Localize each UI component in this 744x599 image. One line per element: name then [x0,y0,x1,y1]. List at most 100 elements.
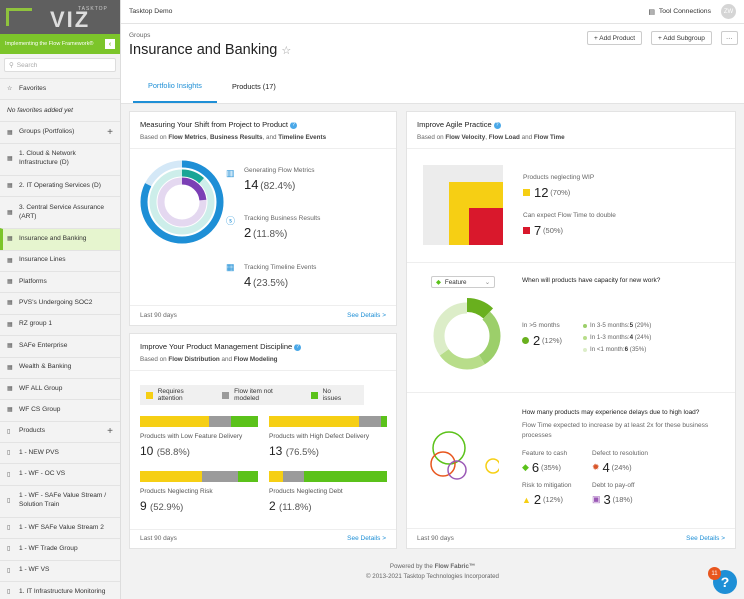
doc-icon: ▯ [7,546,11,553]
metric-count: 14 [244,177,259,192]
logo[interactable]: TASKTOP VIZ [0,0,120,34]
search-placeholder: Search [16,61,38,69]
pm-item-label: Products with High Defect Delivery [269,433,370,440]
agile-see-details-link[interactable]: See Details > [686,535,725,542]
pm-bar-segment [140,416,210,427]
feature-icon: ◆ [522,462,529,472]
capacity-item: In <1 month: 6 (35%) [583,346,651,353]
delay-bubbles-chart [430,431,499,480]
pm-period: Last 90 days [140,535,177,542]
capacity-dot [583,323,587,328]
breadcrumb[interactable]: Groups [129,32,151,39]
help-icon[interactable]: ? [294,343,302,351]
legend-swatch [146,391,153,399]
sidebar-product-item[interactable]: ▯ 1 - NEW PVS [0,442,120,463]
groups-header[interactable]: ▦ Groups (Portfolios) + [0,121,120,142]
pm-see-details-link[interactable]: See Details > [347,535,386,542]
time-swatch [523,227,530,234]
sidebar: TASKTOP VIZ Implementing the Flow Framew… [0,0,121,599]
banner-text: Implementing the Flow Framework® [5,41,94,47]
sidebar-item-label: RZ group 1 [19,320,52,328]
legend-label: No issues [322,388,342,402]
flow-framework-banner[interactable]: Implementing the Flow Framework® ‹ [0,34,120,54]
sidebar-group-item[interactable]: ▦ Insurance and Banking [0,228,120,250]
sidebar-group-item[interactable]: ▦ 3. Central Service Assurance (ART) [0,196,120,228]
favorites-header[interactable]: ☆ Favorites [0,78,120,99]
bubble-risk [485,458,499,474]
add-group-icon[interactable]: + [107,126,113,138]
powered-by: Powered by the Flow Fabric™ [121,562,744,572]
sidebar-product-item[interactable]: ▯ 1 - WF SAFe Value Stream 2 [0,516,120,538]
sidebar-group-item[interactable]: ▦ 2. IT Operating Services (D) [0,174,120,196]
legend-item: No issues [310,388,350,402]
metric-pct: (70%) [550,188,571,197]
sidebar-group-item[interactable]: ▦ Platforms [0,270,120,292]
page-header: Groups Insurance and Banking ☆ + Add Pro… [121,24,744,69]
bar-chart-icon: ▥ [226,168,235,178]
legend-label: Requires attention [157,388,184,402]
cap-count: 6 [624,346,629,353]
add-product-button[interactable]: + Add Product [587,31,643,45]
sidebar-group-item[interactable]: ▦ SAFe Enterprise [0,335,120,356]
sidebar-item-label: WF ALL Group [19,384,63,392]
sidebar-group-item[interactable]: ▦ RZ group 1 [0,313,120,335]
search-icon: ⚲ [9,62,14,69]
sidebar-group-item[interactable]: ▦ PVS's Undergoing SOC2 [0,292,120,313]
help-icon[interactable]: ? [290,121,297,129]
add-subgroup-button[interactable]: + Add Subgroup [651,31,712,45]
powered-text: Powered by the [389,563,435,570]
more-button[interactable]: ··· [721,31,738,45]
pm-bar-segment [380,416,387,427]
doc-icon: ▯ [7,498,11,505]
doc-icon: ▯ [7,428,11,435]
pm-count: 13 [269,444,283,458]
sidebar-product-item[interactable]: ▯ 1. IT Infrastructure Monitoring [0,581,120,599]
add-product-icon[interactable]: + [107,426,113,438]
metric-pct: (35%) [540,463,561,472]
time-metric: Can expect Flow Time to double 7 (50%) [523,212,616,238]
sidebar-group-item[interactable]: ▦ Wealth & Banking [0,356,120,378]
pm-item-label: Products Neglecting Risk [140,488,213,495]
products-header[interactable]: ▯ Products + [0,420,120,442]
groups-label: Groups (Portfolios) [19,128,75,136]
tool-connections-link[interactable]: Tool Connections [658,8,711,15]
capacity-slice [433,302,501,370]
org-name[interactable]: Tasktop Demo [129,8,173,15]
sidebar-product-item[interactable]: ▯ 1 - WF Trade Group [0,538,120,559]
products-label: Products [19,427,46,435]
grid-icon: ▦ [7,257,13,264]
sidebar-item-label: 3. Central Service Assurance (ART) [19,203,105,220]
sidebar-item-label: 1. Cloud & Network Infrastructure (D) [19,150,76,167]
pm-bar-segment [282,471,305,482]
avatar[interactable]: ZW [721,4,736,19]
sidebar-product-item[interactable]: ▯ 1 - WF VS [0,559,120,581]
search-input[interactable]: ⚲ Search [4,58,116,72]
sub-c: Timeline Events [278,134,327,141]
sidebar-group-item[interactable]: ▦ WF ALL Group [0,377,120,399]
calendar-icon: ▦ [226,262,235,272]
grid-icon: ▦ [7,279,13,286]
capacity-slice [433,302,501,370]
tab-portfolio-insights[interactable]: Portfolio Insights [133,69,217,103]
sidebar-product-item[interactable]: ▯ 1 - WF - OC VS [0,463,120,484]
help-icon[interactable]: ? [493,121,501,129]
collapse-icon[interactable]: ‹ [105,39,115,49]
sidebar-group-item[interactable]: ▦ WF CS Group [0,399,120,420]
sidebar-product-item[interactable]: ▯ 1 - WF - SAFe Value Stream / Solution T… [0,484,120,517]
favorite-star-icon[interactable]: ☆ [281,45,292,57]
legend-item: Flow item not modeled [222,388,297,402]
tab-products[interactable]: Products (17) [231,81,276,91]
shift-see-details-link[interactable]: See Details > [347,312,386,319]
metric-label: Can expect Flow Time to double [523,212,616,219]
doc-icon: ▯ [7,567,11,574]
metric-pct: (12%) [542,336,563,345]
metric-count: 2 [533,333,541,348]
sidebar-group-item[interactable]: ▦ 1. Cloud & Network Infrastructure (D) [0,142,120,175]
pm-stacked-bar [269,416,387,427]
notification-badge[interactable]: 11 [708,567,721,580]
sidebar-item-label: WF CS Group [19,406,61,414]
ring-progress [140,160,224,244]
work-type-select[interactable]: ◆ Feature ⌄ [431,276,495,288]
metric-label: Generating Flow Metrics [244,167,315,174]
sidebar-group-item[interactable]: ▦ Insurance Lines [0,249,120,271]
